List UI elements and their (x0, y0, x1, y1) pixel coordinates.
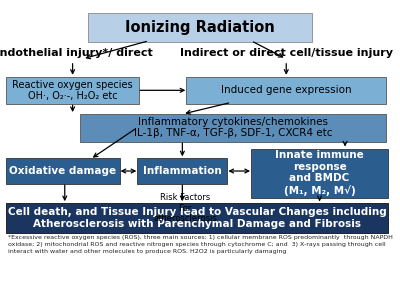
Text: Inflammatory cytokines/chemokines
IL-1β, TNF-α, TGF-β, SDF-1, CXCR4 etc: Inflammatory cytokines/chemokines IL-1β,… (134, 117, 332, 138)
Text: *Excessive reactive oxygen species (ROS), three main sources: 1) cellular membra: *Excessive reactive oxygen species (ROS)… (8, 235, 393, 254)
FancyBboxPatch shape (80, 114, 386, 142)
FancyBboxPatch shape (88, 13, 312, 42)
FancyBboxPatch shape (6, 77, 139, 104)
Text: Ionizing Radiation: Ionizing Radiation (125, 20, 275, 35)
Text: Indirect or direct cell/tissue injury: Indirect or direct cell/tissue injury (180, 48, 393, 58)
FancyBboxPatch shape (6, 158, 120, 184)
Text: Innate immune
response
and BMDC
(M₁, M₂, M√): Innate immune response and BMDC (M₁, M₂,… (275, 150, 364, 196)
FancyBboxPatch shape (186, 77, 386, 104)
Text: Induced gene expression: Induced gene expression (221, 86, 352, 96)
Text: Cell death, and Tissue Injury lead to Vascular Changes including
Atherosclerosis: Cell death, and Tissue Injury lead to Va… (8, 207, 386, 229)
FancyBboxPatch shape (251, 149, 388, 198)
Text: Reactive oxygen species
OH·, O₂·-, H₂O₂ etc: Reactive oxygen species OH·, O₂·-, H₂O₂ … (12, 80, 133, 101)
Text: Risk Factors
For
atherosclerosis: Risk Factors For atherosclerosis (153, 193, 217, 223)
Text: Endothelial injury*/ direct: Endothelial injury*/ direct (0, 48, 153, 58)
FancyBboxPatch shape (6, 203, 388, 233)
Text: Inflammation: Inflammation (143, 166, 222, 176)
Text: Oxidative damage: Oxidative damage (9, 166, 116, 176)
FancyBboxPatch shape (137, 158, 228, 184)
